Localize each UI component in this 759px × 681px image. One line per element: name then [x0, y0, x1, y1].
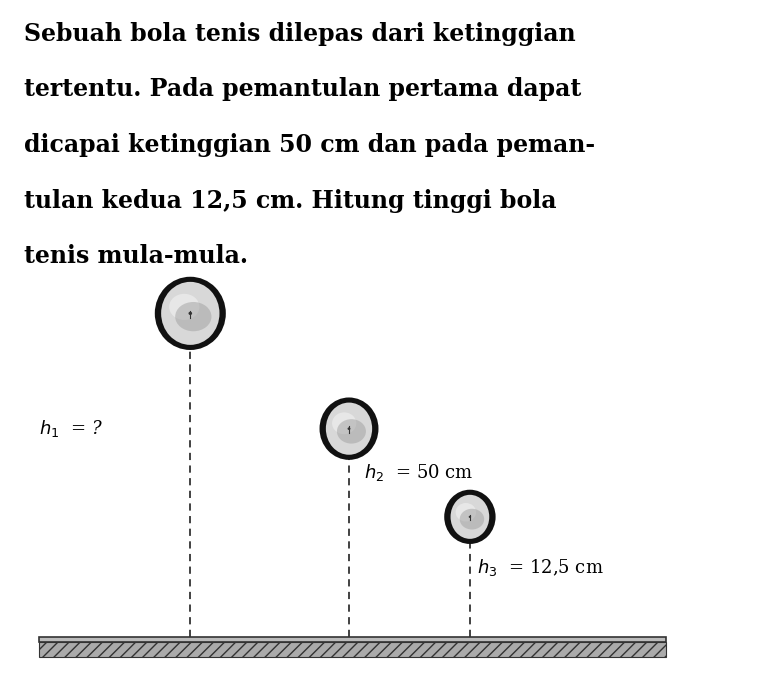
- Bar: [39, 642, 666, 657]
- Ellipse shape: [175, 302, 212, 331]
- Ellipse shape: [325, 402, 373, 456]
- Text: tertentu. Pada pemantulan pertama dapat: tertentu. Pada pemantulan pertama dapat: [24, 78, 581, 101]
- Circle shape: [469, 516, 471, 518]
- Text: tenis mula-mula.: tenis mula-mula.: [24, 244, 248, 268]
- Ellipse shape: [449, 494, 490, 540]
- Ellipse shape: [320, 398, 379, 460]
- Text: $h_1$  = ?: $h_1$ = ?: [39, 418, 103, 439]
- Text: tulan kedua 12,5 cm. Hitung tinggi bola: tulan kedua 12,5 cm. Hitung tinggi bola: [24, 189, 556, 212]
- Circle shape: [348, 428, 351, 430]
- Circle shape: [188, 312, 192, 315]
- Ellipse shape: [155, 276, 226, 350]
- Text: Sebuah bola tenis dilepas dari ketinggian: Sebuah bola tenis dilepas dari ketinggia…: [24, 22, 575, 46]
- Bar: [39, 637, 666, 642]
- Ellipse shape: [332, 413, 356, 434]
- Ellipse shape: [460, 509, 484, 530]
- Ellipse shape: [455, 503, 476, 522]
- Ellipse shape: [444, 490, 496, 544]
- Text: $h_2$  = 50 cm: $h_2$ = 50 cm: [364, 462, 474, 484]
- Text: dicapai ketinggian 50 cm dan pada peman-: dicapai ketinggian 50 cm dan pada peman-: [24, 133, 595, 157]
- Ellipse shape: [169, 294, 200, 320]
- Ellipse shape: [160, 281, 221, 346]
- Text: $h_3$  = 12,5 cm: $h_3$ = 12,5 cm: [477, 557, 604, 578]
- Ellipse shape: [337, 419, 366, 443]
